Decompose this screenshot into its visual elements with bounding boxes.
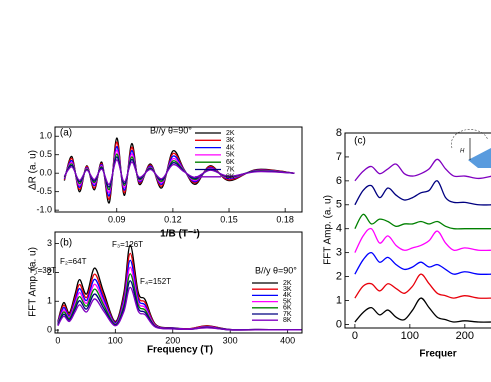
series-line [354, 158, 491, 182]
y-tick-label: 0.5 [39, 149, 52, 159]
legend-label: 2K [226, 130, 235, 137]
plot-frame [54, 126, 303, 213]
series-line [57, 286, 302, 331]
panel-label: (a) [60, 128, 72, 139]
annotation: B//y θ=90° [150, 125, 192, 135]
x-tick-label: 0.12 [164, 214, 182, 224]
panel-label: (b) [60, 238, 72, 249]
x-tick-label: 200 [456, 330, 474, 342]
legend-label: 3K [226, 137, 235, 144]
annotation: B//y θ=90° [255, 265, 297, 275]
y-tick-label: 5 [336, 199, 342, 211]
plot-frame [344, 132, 491, 329]
y-tick-label: 0.0 [39, 168, 52, 178]
x-axis-label: 1/B (T⁻¹) [160, 229, 200, 240]
legend-label: 7K [226, 166, 235, 173]
legend-label: 7K [283, 311, 292, 318]
y-tick-label: 0 [336, 318, 342, 330]
y-tick-label: 2 [336, 270, 342, 282]
series-line [57, 280, 302, 331]
legend-label: 5K [226, 152, 235, 159]
x-tick-label: 0 [352, 330, 358, 342]
series-line [354, 251, 491, 275]
peak-label: F₂=64T [60, 257, 87, 266]
y-tick-label: 4 [336, 223, 342, 235]
x-tick-label: 400 [280, 335, 295, 345]
y-tick-label: 6 [336, 175, 342, 187]
legend-label: 8K [226, 174, 235, 181]
x-tick-label: 0.15 [220, 214, 238, 224]
y-tick-label: 1.0 [39, 131, 52, 141]
y-tick-label: 7 [336, 151, 342, 163]
legend-label: 6K [283, 305, 292, 312]
y-tick-label: 1 [336, 294, 342, 306]
y-tick-label: 3 [47, 238, 52, 248]
series-line [354, 297, 491, 323]
series-line [354, 213, 491, 230]
y-axis-label: ΔR (a. u) [28, 150, 39, 190]
peak-label: F₁=38T [30, 266, 56, 275]
x-axis-label: Frequer [419, 349, 456, 360]
legend-label: 4K [283, 292, 292, 299]
y-axis-label: FFT Amp. (a. u) [28, 247, 39, 317]
x-tick-label: 0.09 [108, 214, 126, 224]
series-line [354, 180, 491, 206]
panel-label: (c) [354, 136, 366, 147]
y-tick-label: -0.5 [36, 186, 52, 196]
legend-label: 5K [283, 298, 292, 305]
legend-label: 6K [226, 159, 235, 166]
x-tick-label: 0.18 [276, 214, 294, 224]
series-line [63, 159, 295, 185]
peak-label: F₃=126T [112, 240, 143, 249]
x-tick-label: 300 [223, 335, 238, 345]
x-tick-label: 100 [108, 335, 123, 345]
y-tick-label: 8 [336, 127, 342, 139]
series-line [57, 244, 303, 331]
svg-text:H: H [460, 149, 465, 155]
y-axis-label: FFT Amp. (a. u) [323, 195, 334, 265]
series-line [354, 227, 491, 253]
y-tick-label: 3 [336, 247, 342, 259]
y-tick-label: -1.0 [36, 205, 52, 215]
panel: -1.0 -0.5 0.0 0.5 1.0 0.09 0.12 0.15 0.18 ΔR (a. … [28, 125, 303, 240]
y-tick-label: 1 [47, 296, 52, 306]
y-tick-label: 0 [47, 324, 52, 334]
plot-frame [54, 231, 303, 334]
field-inset-icon: H [451, 129, 491, 168]
x-axis-label: Frequency (T) [147, 345, 213, 356]
y-tick-label: 2 [47, 267, 52, 277]
legend-label: 8K [283, 317, 292, 324]
x-tick-label: 200 [165, 335, 180, 345]
x-tick-label: 0 [55, 335, 60, 345]
peak-label: F₄=152T [140, 277, 171, 286]
panel: 0 1 2 3 4 5 6 7 8 0 100 200 FFT Amp. (a. u) Frequer (c… [323, 127, 491, 360]
legend-label: 3K [283, 286, 292, 293]
x-tick-label: 100 [401, 330, 419, 342]
legend-label: 2K [283, 280, 292, 287]
panel: 0 1 2 3 0 100 200 300 400 FFT Amp. (a. u) Frequenc… [28, 231, 303, 356]
legend-label: 4K [226, 144, 235, 151]
series-line [354, 273, 491, 299]
